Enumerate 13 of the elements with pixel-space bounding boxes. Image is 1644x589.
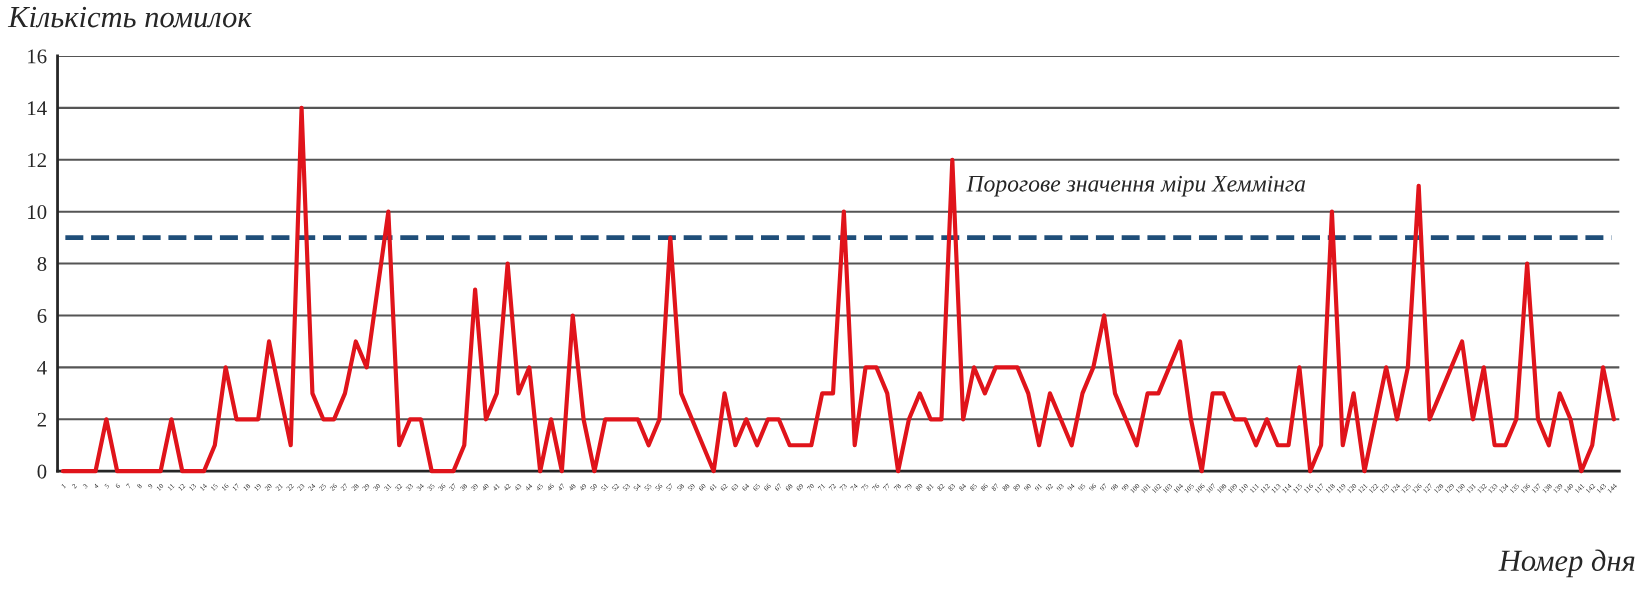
y-tick-label: 0	[37, 464, 47, 479]
y-tick-label: 4	[37, 360, 47, 375]
y-tick-label: 10	[28, 205, 47, 220]
x-axis-title: Номер дня	[1498, 549, 1635, 578]
y-tick-label: 2	[37, 412, 46, 427]
y-tick-label: 8	[37, 256, 47, 272]
line-series	[60, 105, 1617, 474]
ref-line-label: Порогове значення міри Хеммінга	[966, 175, 1306, 197]
y-tick-label: 12	[28, 153, 46, 167]
y-tick-label: 16	[28, 49, 47, 64]
y-tick-label: 6	[37, 308, 47, 323]
y-axis-title: Кількість помилок	[7, 6, 252, 28]
y-tick-label: 14	[28, 101, 47, 116]
